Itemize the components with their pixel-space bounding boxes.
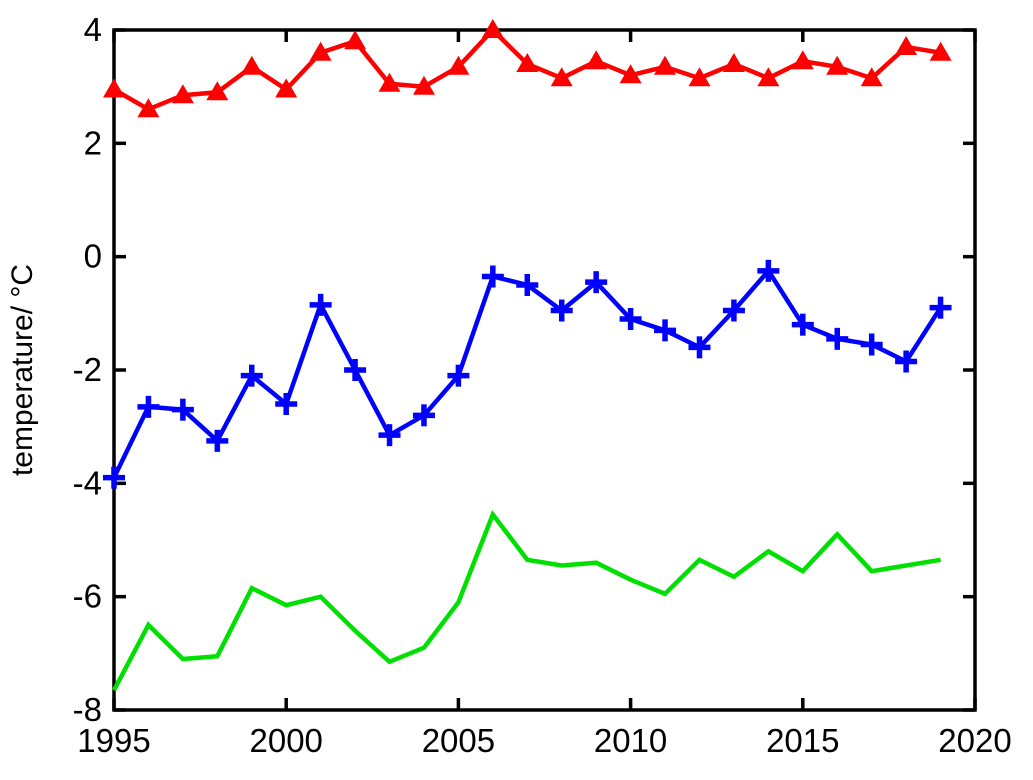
triangle-marker bbox=[585, 50, 608, 70]
y-tick-label: 0 bbox=[84, 238, 102, 275]
triangle-marker bbox=[309, 41, 332, 61]
triangle-marker bbox=[413, 75, 435, 95]
triangle-marker bbox=[895, 36, 918, 55]
triangle-marker bbox=[171, 84, 194, 104]
y-tick-label: -8 bbox=[73, 691, 102, 728]
x-tick-label: 2015 bbox=[766, 722, 839, 759]
triangle-marker bbox=[619, 64, 642, 84]
y-axis-label: temperature/ °C bbox=[6, 264, 39, 476]
triangle-marker bbox=[929, 41, 952, 61]
y-tick-label: -2 bbox=[73, 351, 102, 388]
triangle-marker bbox=[688, 67, 711, 87]
y-tick-label: 4 bbox=[84, 11, 102, 48]
triangle-marker bbox=[447, 55, 470, 75]
triangle-marker bbox=[826, 55, 849, 75]
y-tick-label: -4 bbox=[73, 464, 102, 501]
x-tick-label: 2000 bbox=[249, 722, 322, 759]
x-tick-label: 2020 bbox=[938, 722, 1011, 759]
triangle-marker bbox=[481, 19, 504, 38]
triangle-marker bbox=[516, 53, 539, 72]
triangle-marker bbox=[137, 98, 160, 118]
triangle-marker bbox=[103, 78, 125, 98]
y-tick-label: -6 bbox=[73, 578, 102, 615]
y-tick-label: 2 bbox=[84, 124, 102, 161]
x-tick-label: 2005 bbox=[422, 722, 495, 759]
triangle-marker bbox=[206, 81, 229, 101]
axes-box bbox=[112, 28, 977, 712]
triangle-marker bbox=[275, 78, 298, 98]
x-tick-label: 1995 bbox=[77, 722, 150, 759]
green_plain_series-line bbox=[112, 509, 941, 692]
blue_plus_series-line bbox=[111, 267, 943, 479]
triangle-marker bbox=[722, 53, 745, 72]
triangle-marker bbox=[860, 67, 883, 87]
x-tick-label: 2010 bbox=[594, 722, 667, 759]
triangle-marker bbox=[344, 30, 367, 50]
triangle-marker bbox=[240, 55, 263, 75]
triangle-marker bbox=[550, 67, 573, 87]
triangle-marker bbox=[791, 50, 814, 70]
triangle-marker bbox=[757, 67, 780, 87]
triangle-marker bbox=[378, 72, 401, 92]
triangle-marker bbox=[654, 55, 676, 75]
